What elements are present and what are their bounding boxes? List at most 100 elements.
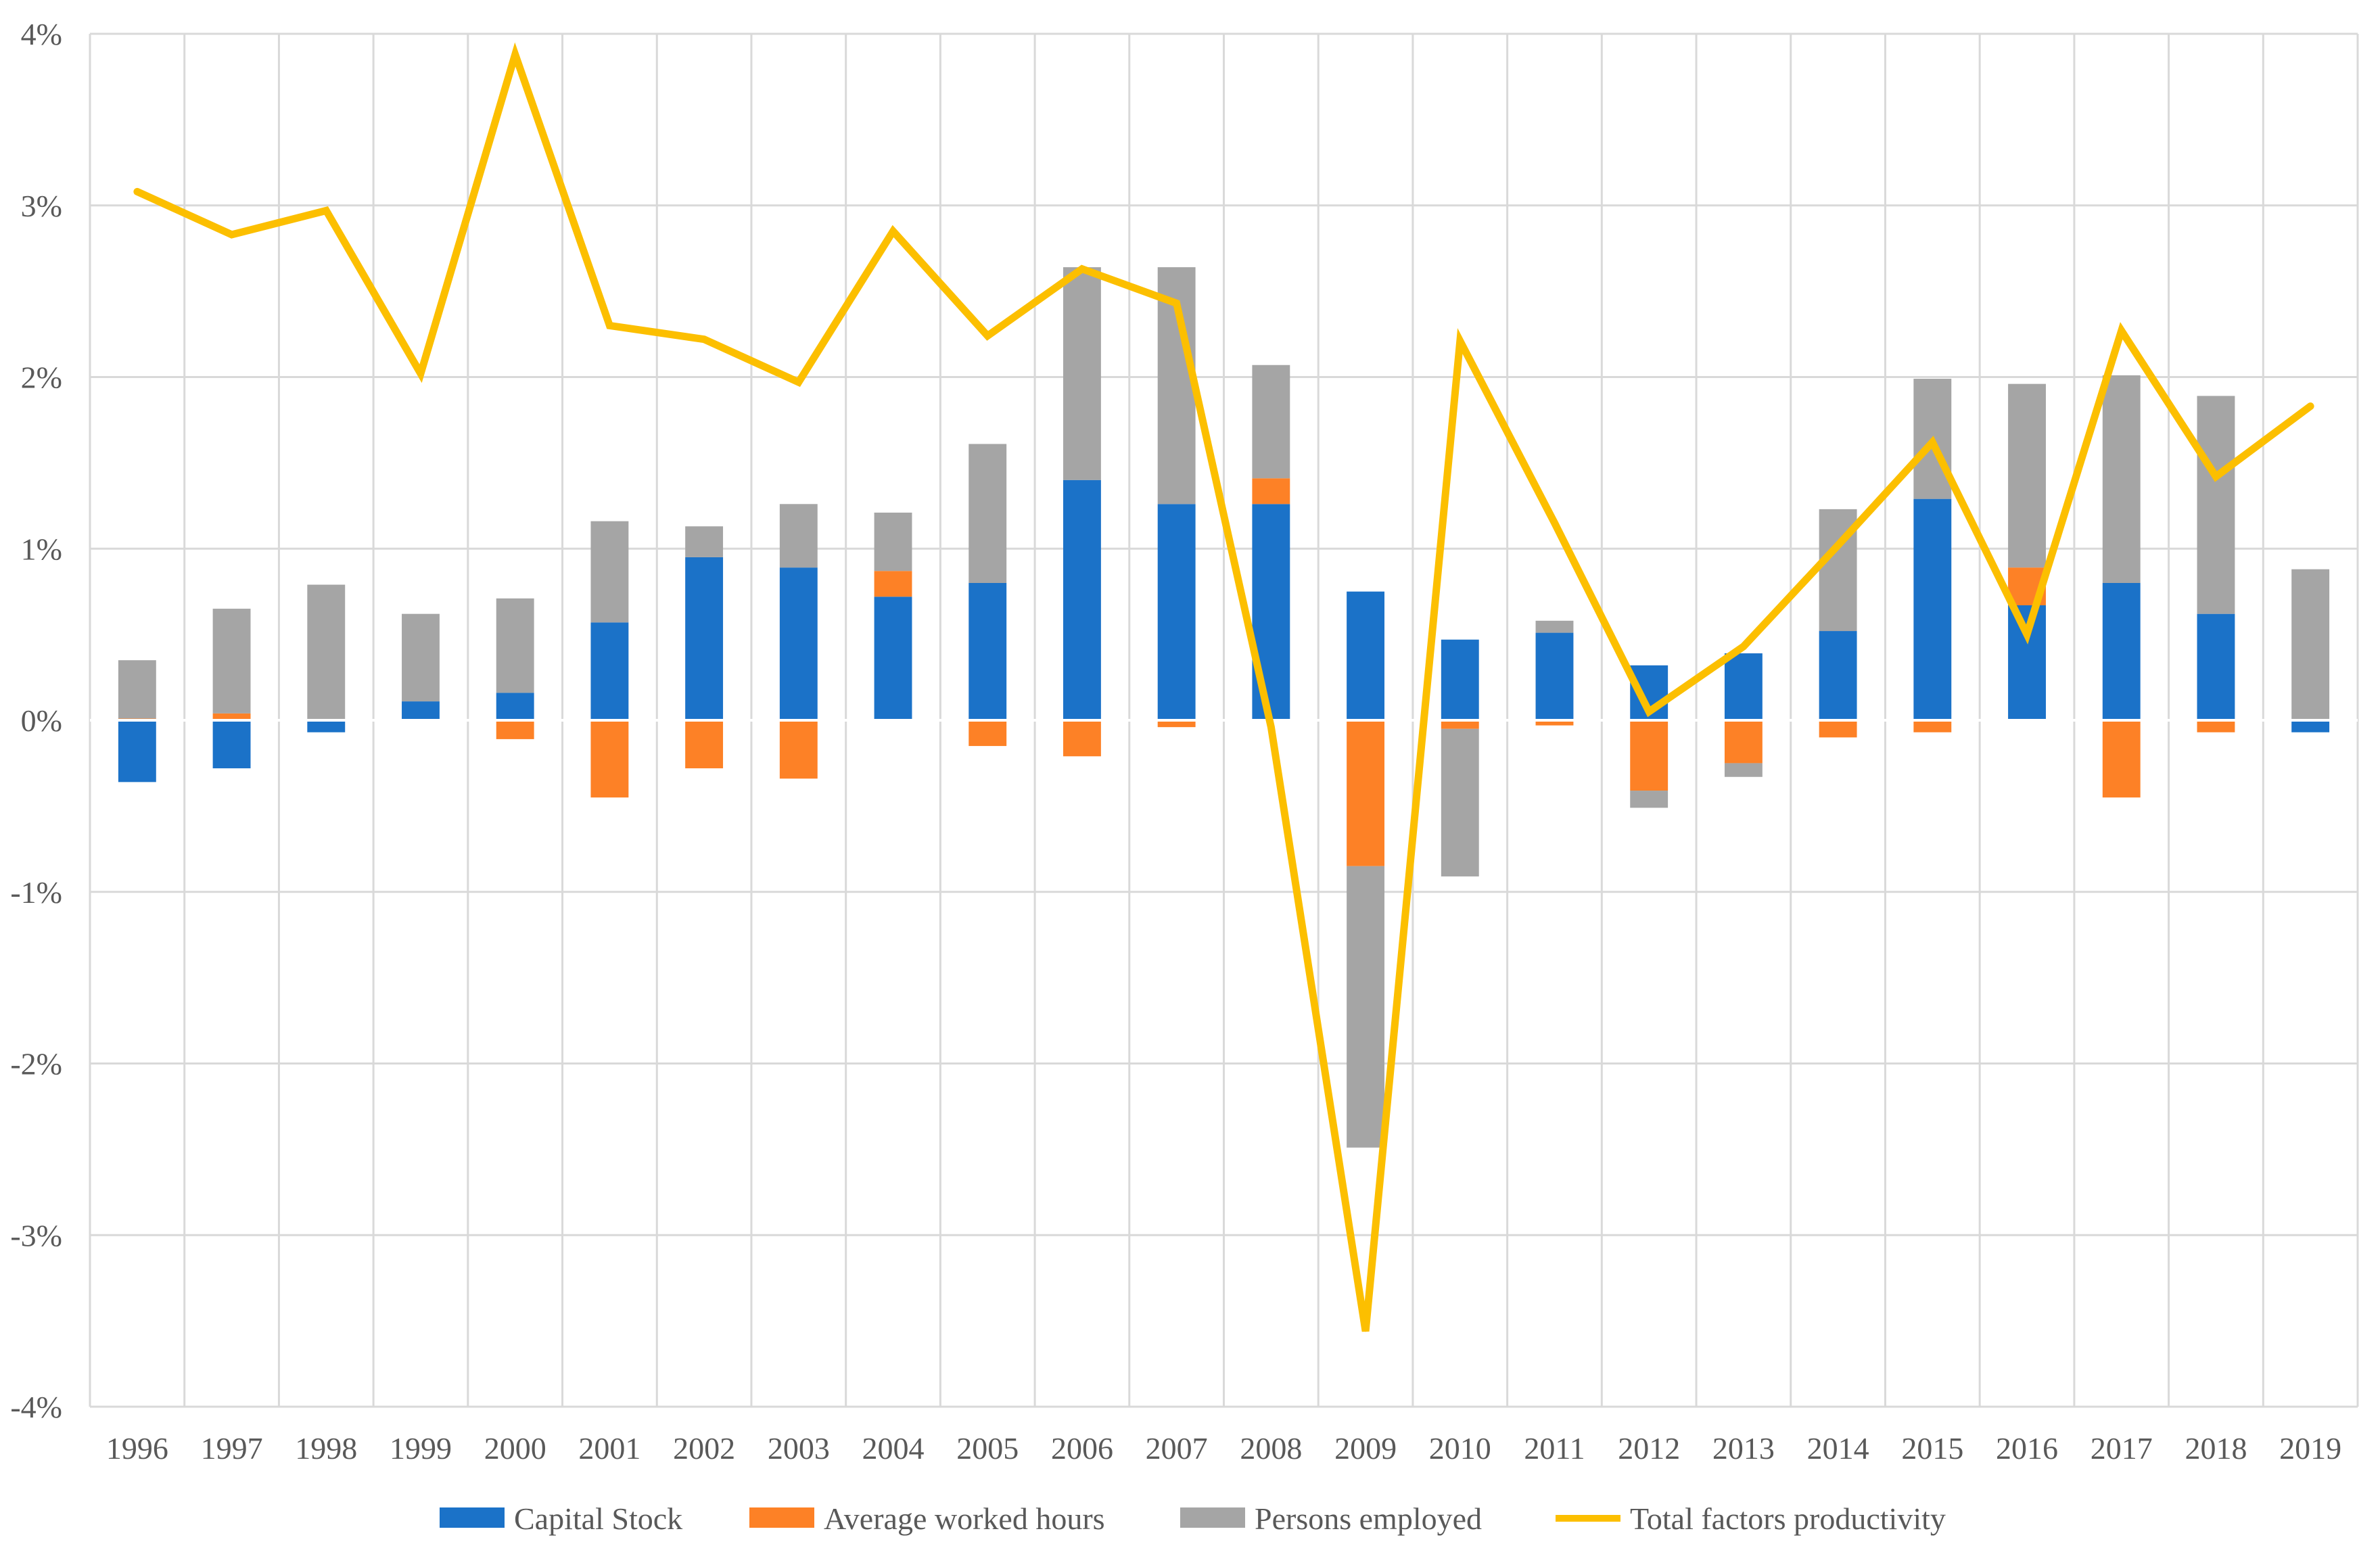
bar-average-worked-hours-2002 [685, 720, 724, 769]
bar-capital-stock-2018 [2197, 613, 2235, 720]
bar-persons-employed-2018 [2197, 396, 2235, 614]
x-tick-label: 2010 [1429, 1431, 1491, 1466]
x-tick-label: 2007 [1146, 1431, 1208, 1466]
point-tfp-2003 [797, 381, 799, 383]
bar-capital-stock-1998 [307, 720, 346, 732]
bar-capital-stock-2003 [779, 567, 818, 720]
point-tfp-2008 [1270, 726, 1272, 728]
bar-capital-stock-2006 [1063, 479, 1101, 720]
bar-capital-stock-2004 [874, 596, 912, 720]
bar-capital-stock-2019 [2291, 720, 2330, 732]
bar-persons-employed-2001 [590, 521, 629, 623]
y-tick-label: 4% [21, 17, 62, 51]
y-tick-label: -2% [10, 1047, 62, 1081]
x-tick-label: 2011 [1524, 1431, 1585, 1466]
bar-average-worked-hours-2013 [1724, 720, 1763, 764]
bar-persons-employed-2019 [2291, 569, 2330, 720]
bar-capital-stock-2011 [1535, 632, 1574, 720]
y-tick-label: -1% [10, 875, 62, 910]
y-tick-label: 3% [21, 189, 62, 223]
bar-average-worked-hours-2001 [590, 720, 629, 798]
bar-capital-stock-1997 [212, 720, 251, 769]
legend-label-persons-employed: Persons employed [1255, 1501, 1482, 1536]
bar-persons-employed-2000 [496, 598, 534, 693]
point-tfp-2005 [987, 335, 989, 337]
point-tfp-1998 [325, 210, 327, 212]
bar-persons-employed-2012 [1630, 791, 1669, 808]
bar-capital-stock-2009 [1347, 591, 1385, 720]
bar-capital-stock-2001 [590, 622, 629, 720]
bar-capital-stock-2017 [2102, 583, 2141, 720]
x-tick-label: 1999 [390, 1431, 452, 1466]
bar-persons-employed-1999 [402, 613, 440, 702]
x-tick-label: 2004 [862, 1431, 925, 1466]
bar-capital-stock-2010 [1441, 639, 1479, 720]
bar-persons-employed-2003 [779, 504, 818, 568]
x-tick-label: 2012 [1618, 1431, 1680, 1466]
point-tfp-2017 [2120, 329, 2122, 331]
bar-persons-employed-2011 [1535, 620, 1574, 633]
legend-label-capital-stock: Capital Stock [514, 1501, 682, 1536]
point-tfp-2004 [892, 230, 894, 232]
bar-average-worked-hours-2003 [779, 720, 818, 779]
x-tick-label: 2000 [484, 1431, 546, 1466]
legend-label-total-factors-productivity: Total factors productivity [1630, 1501, 1946, 1536]
bar-average-worked-hours-2004 [874, 571, 912, 597]
bar-persons-employed-1997 [212, 609, 251, 713]
bar-persons-employed-2009 [1347, 866, 1385, 1148]
legend-label-average-worked-hours: Average worked hours [824, 1501, 1105, 1536]
bar-persons-employed-2013 [1724, 763, 1763, 777]
y-tick-label: 1% [21, 532, 62, 566]
bar-average-worked-hours-2000 [496, 720, 534, 739]
bar-average-worked-hours-2009 [1347, 720, 1385, 866]
bar-persons-employed-1996 [118, 660, 156, 719]
bar-persons-employed-2017 [2102, 375, 2141, 583]
bar-persons-employed-2004 [874, 512, 912, 571]
x-tick-label: 1997 [201, 1431, 263, 1466]
bar-capital-stock-2005 [969, 583, 1007, 720]
y-tick-label: -4% [10, 1390, 62, 1424]
bar-capital-stock-2007 [1157, 504, 1196, 720]
bar-average-worked-hours-2017 [2102, 720, 2141, 798]
x-tick-label: 2002 [673, 1431, 735, 1466]
bar-average-worked-hours-2008 [1252, 478, 1290, 505]
point-tfp-2006 [1081, 268, 1083, 270]
legend-swatch-persons-employed [1180, 1507, 1245, 1528]
x-tick-label: 2017 [2091, 1431, 2153, 1466]
bar-average-worked-hours-2007 [1157, 720, 1196, 728]
point-tfp-1996 [136, 191, 138, 193]
legend-swatch-average-worked-hours [749, 1507, 814, 1528]
x-tick-label: 1996 [106, 1431, 168, 1466]
x-tick-label: 2013 [1712, 1431, 1775, 1466]
bar-persons-employed-2002 [685, 526, 724, 557]
x-tick-label: 2001 [578, 1431, 640, 1466]
x-tick-label: 2019 [2279, 1431, 2341, 1466]
bar-average-worked-hours-2012 [1630, 720, 1669, 791]
y-tick-label: 0% [21, 703, 62, 738]
point-tfp-2007 [1175, 302, 1177, 304]
bar-persons-employed-2016 [2008, 383, 2046, 568]
point-tfp-2011 [1554, 522, 1556, 524]
point-tfp-2001 [609, 325, 611, 327]
x-tick-label: 2008 [1240, 1431, 1302, 1466]
bar-persons-employed-2008 [1252, 365, 1290, 479]
bar-capital-stock-2015 [1913, 498, 1952, 720]
point-tfp-2014 [1837, 544, 1839, 546]
bar-series [118, 267, 2330, 1148]
bar-persons-employed-2010 [1441, 728, 1479, 876]
bar-capital-stock-2002 [685, 557, 724, 720]
bar-capital-stock-2013 [1724, 653, 1763, 720]
x-tick-label: 2009 [1334, 1431, 1397, 1466]
point-tfp-1997 [231, 233, 233, 235]
x-tick-label: 2005 [956, 1431, 1019, 1466]
bar-average-worked-hours-1997 [212, 713, 251, 720]
bar-average-worked-hours-2015 [1913, 720, 1952, 732]
point-tfp-2016 [2026, 634, 2028, 636]
legend-swatch-capital-stock [440, 1507, 505, 1528]
bar-capital-stock-2000 [496, 693, 534, 720]
x-tick-label: 2014 [1807, 1431, 1869, 1466]
bar-capital-stock-2014 [1819, 631, 1857, 720]
point-tfp-1999 [419, 373, 421, 375]
y-tick-label: 2% [21, 360, 62, 395]
